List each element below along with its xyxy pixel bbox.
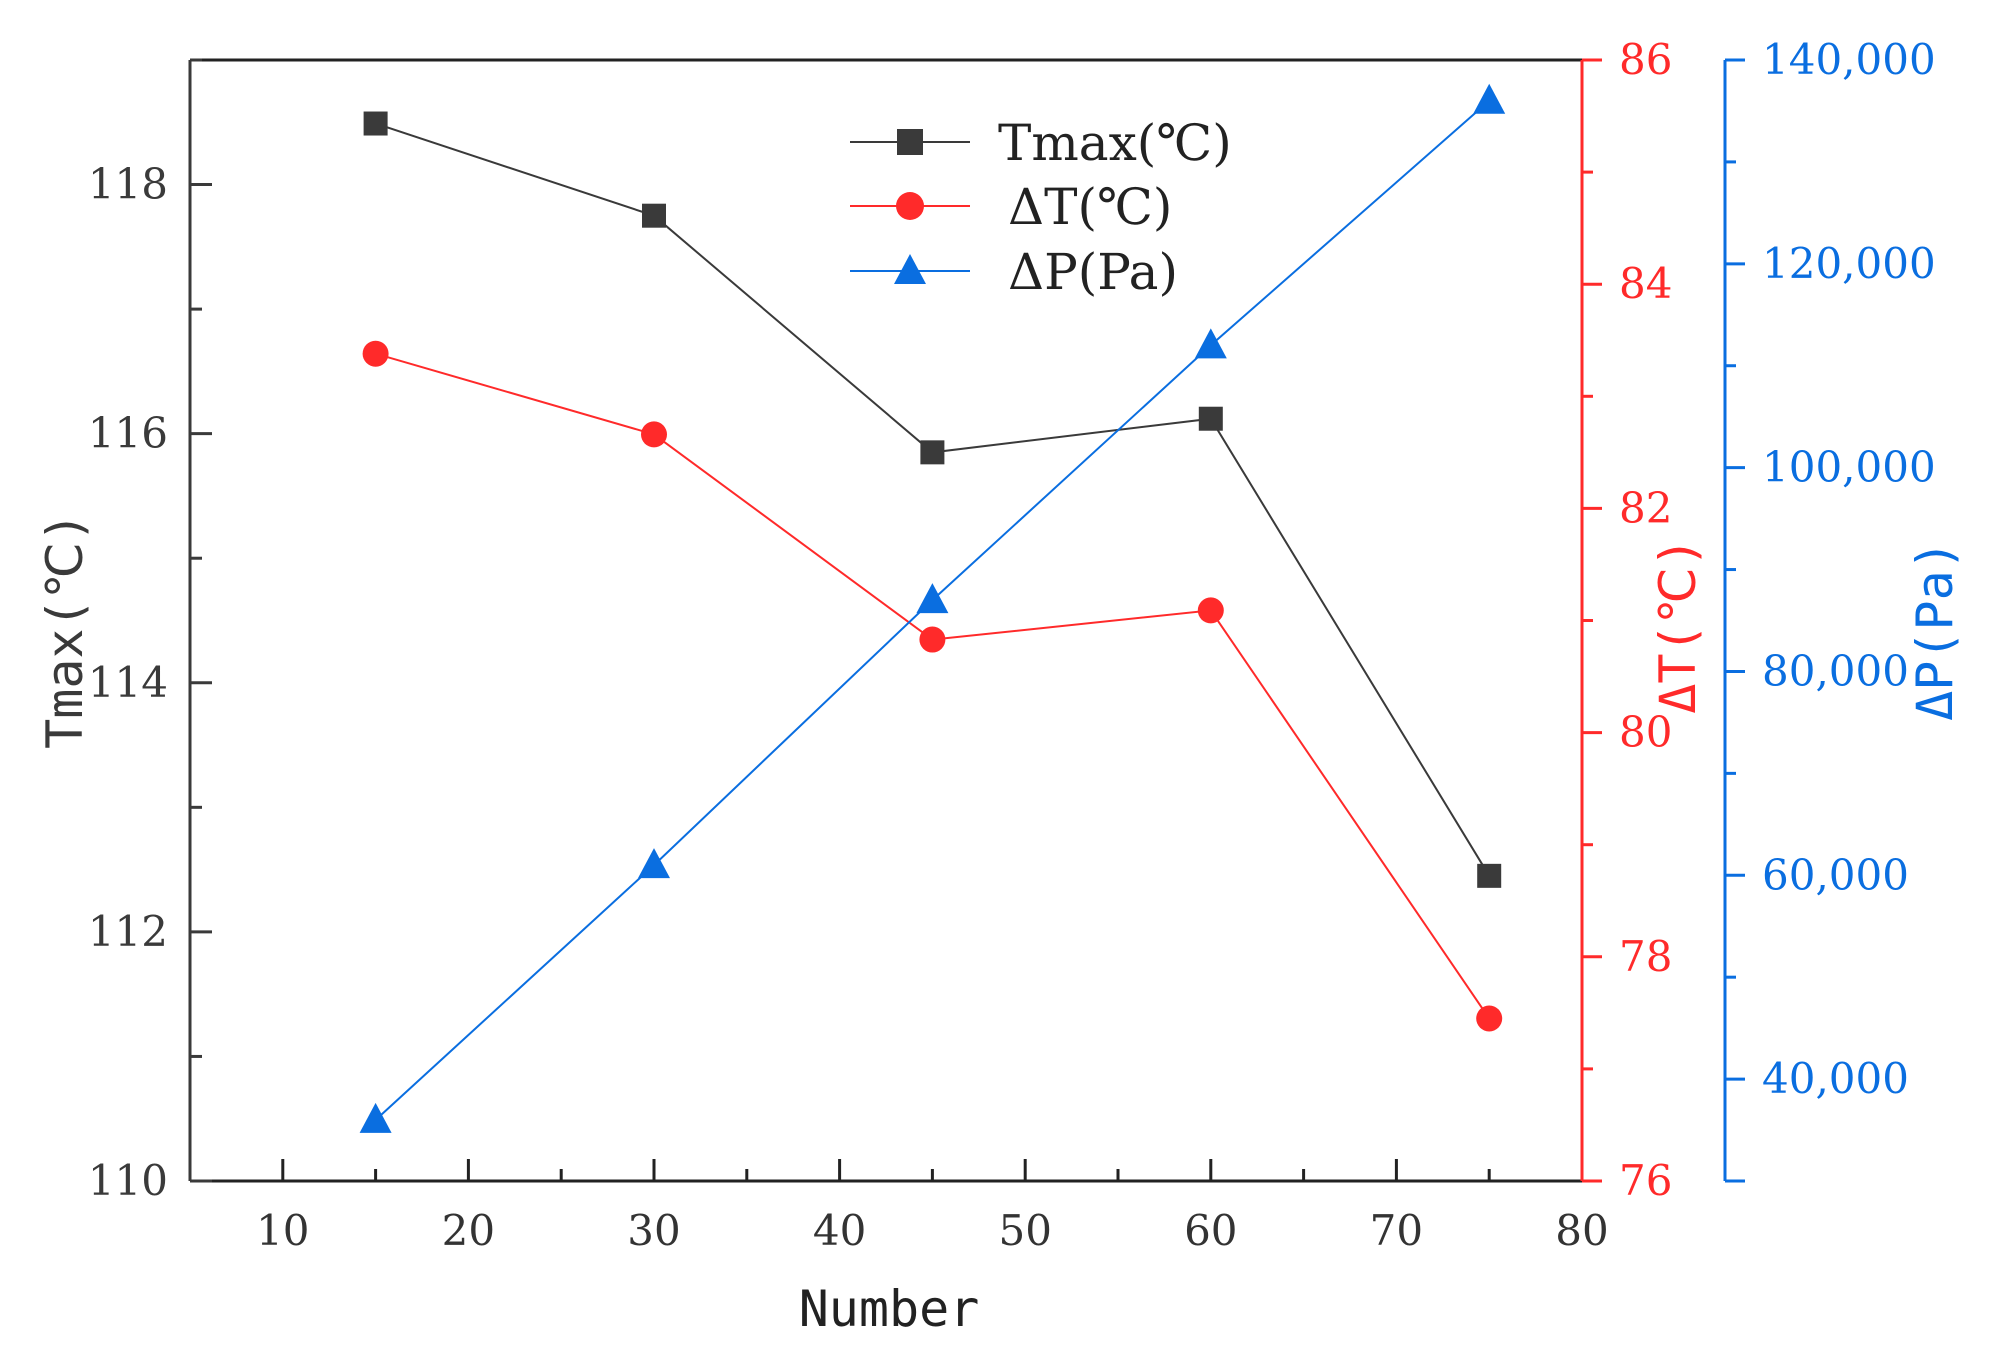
legend-label-tmax: Tmax(℃) bbox=[998, 114, 1232, 172]
x-tick-label: 20 bbox=[442, 1206, 495, 1255]
legend-marker-circle bbox=[896, 192, 924, 220]
data-point-triangle bbox=[916, 583, 949, 614]
y-right1-tick-label: 80 bbox=[1619, 708, 1672, 757]
y-right2-tick-label: 100,000 bbox=[1762, 443, 1936, 492]
y-right2-tick-label: 80,000 bbox=[1762, 646, 1909, 695]
y-right1-tick-label: 86 bbox=[1619, 35, 1672, 84]
data-point-triangle bbox=[1194, 328, 1227, 359]
data-point-circle bbox=[1197, 597, 1224, 624]
data-point-square bbox=[1198, 406, 1223, 431]
legend-item-tmax: Tmax(℃) bbox=[850, 114, 1232, 172]
y-axis-right-delta-p: 40,000 60,000 80,000 100,000 120,000 140,000 Δ… bbox=[1723, 35, 1964, 1183]
data-point-square bbox=[1477, 863, 1502, 888]
y-right1-tick-label: 78 bbox=[1619, 932, 1672, 981]
y-right1-tick-label: 76 bbox=[1619, 1156, 1672, 1205]
y-right1-tick-label: 84 bbox=[1619, 259, 1672, 308]
y-right1-axis-title: ΔT(℃) bbox=[1649, 537, 1707, 714]
data-point-triangle bbox=[638, 848, 670, 879]
legend-label-delta-t: ΔT(℃) bbox=[1008, 178, 1172, 236]
x-tick-label: 80 bbox=[1555, 1206, 1608, 1255]
data-point-circle bbox=[1476, 1005, 1503, 1032]
y-left-tick-label: 118 bbox=[88, 160, 168, 209]
data-point-square bbox=[920, 440, 945, 465]
data-point-triangle bbox=[359, 1102, 392, 1133]
data-point-triangle bbox=[1473, 83, 1506, 114]
legend-item-delta-t: ΔT(℃) bbox=[850, 178, 1172, 236]
y-right1-tick-label: 82 bbox=[1619, 483, 1672, 532]
data-point-circle bbox=[362, 340, 389, 367]
y-left-tick-label: 112 bbox=[88, 907, 168, 956]
x-axis: 10 20 30 40 50 60 70 80 Number bbox=[190, 1159, 1609, 1338]
x-tick-label: 30 bbox=[627, 1206, 680, 1255]
legend: Tmax(℃) ΔT(℃) ΔP(Pa) bbox=[850, 114, 1232, 301]
x-tick-label: 50 bbox=[998, 1206, 1051, 1255]
legend-marker-square bbox=[897, 129, 923, 155]
y-left-axis-title: Tmax(℃) bbox=[36, 512, 94, 749]
legend-item-delta-p: ΔP(Pa) bbox=[850, 243, 1178, 301]
legend-marker-triangle bbox=[894, 254, 926, 284]
legend-label-delta-p: ΔP(Pa) bbox=[1008, 243, 1178, 301]
y-axis-right-delta-t: 76 78 80 82 84 86 ΔT(℃) bbox=[1580, 35, 1707, 1205]
y-left-tick-label: 114 bbox=[88, 658, 168, 707]
y-left-tick-label: 110 bbox=[88, 1156, 168, 1205]
x-tick-label: 60 bbox=[1184, 1206, 1237, 1255]
x-tick-label: 10 bbox=[256, 1206, 309, 1255]
data-point-square bbox=[642, 203, 666, 228]
y-right2-axis-title: ΔP(Pa) bbox=[1906, 540, 1964, 721]
y-right2-tick-label: 40,000 bbox=[1762, 1054, 1909, 1103]
x-tick-label: 40 bbox=[813, 1206, 866, 1255]
x-axis-title: Number bbox=[799, 1280, 980, 1338]
y-right2-tick-label: 60,000 bbox=[1762, 850, 1909, 899]
data-point-circle bbox=[641, 421, 667, 448]
y-left-tick-label: 116 bbox=[88, 409, 168, 458]
data-point-circle bbox=[919, 626, 946, 653]
y-axis-left: 110 112 114 116 118 Tmax(℃) bbox=[36, 58, 212, 1205]
series-layer bbox=[359, 83, 1506, 1133]
y-right2-tick-label: 120,000 bbox=[1762, 239, 1936, 288]
x-tick-label: 70 bbox=[1370, 1206, 1423, 1255]
y-right2-tick-label: 140,000 bbox=[1762, 35, 1936, 84]
data-point-square bbox=[363, 111, 388, 136]
